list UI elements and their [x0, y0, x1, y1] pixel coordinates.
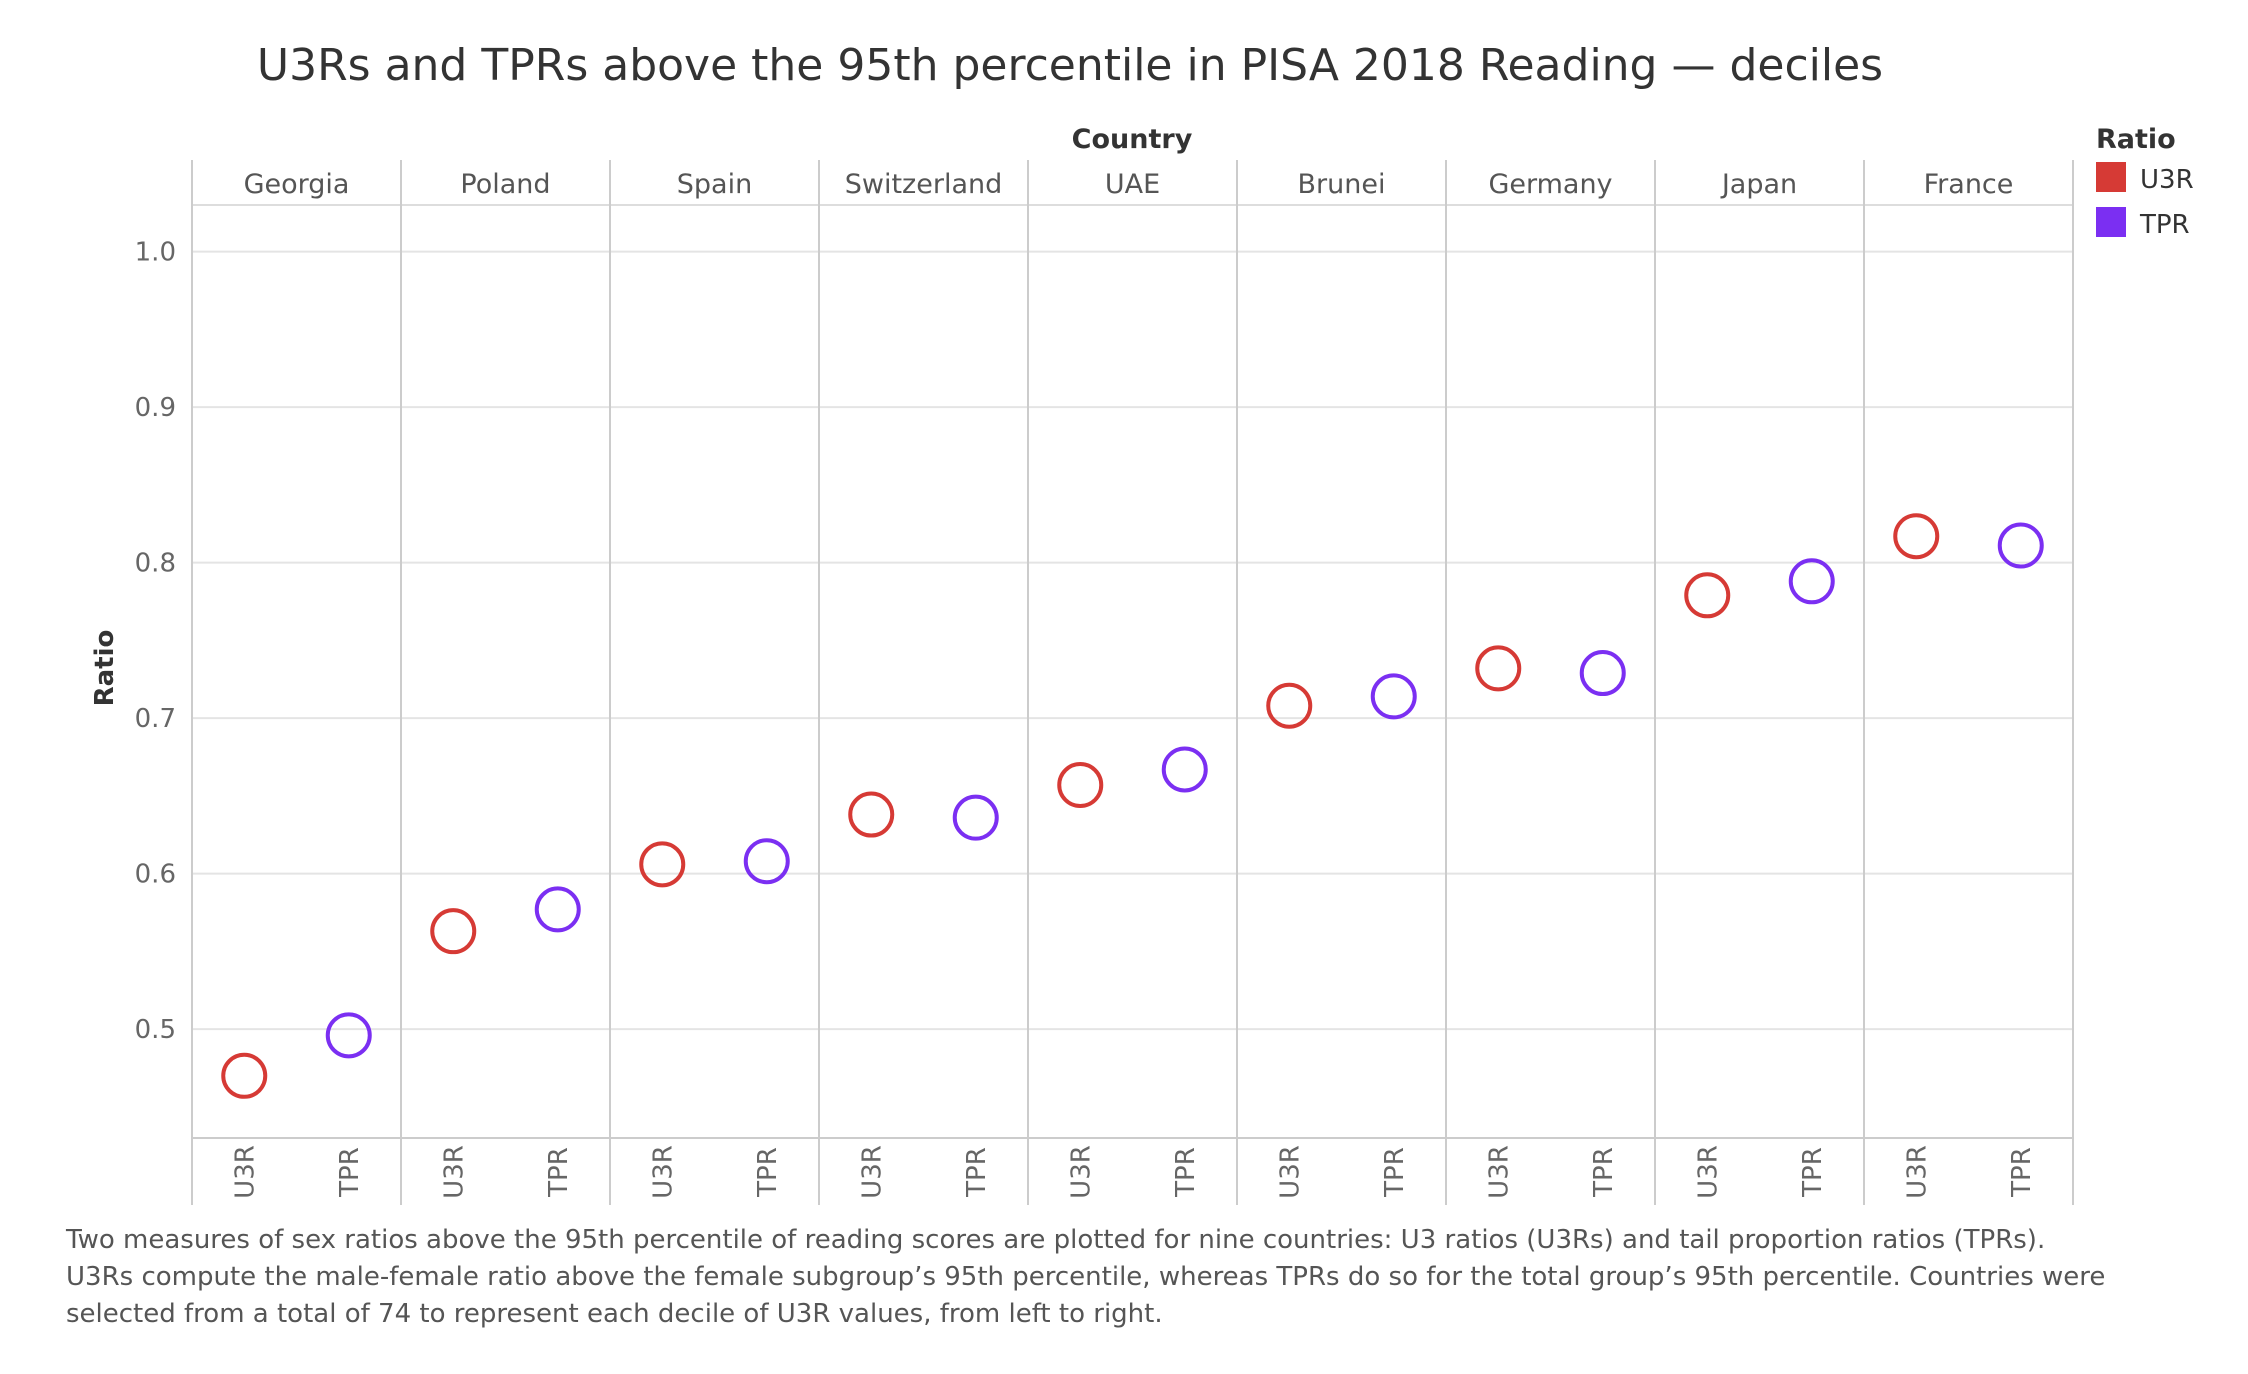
point-tpr-germany [1579, 650, 1626, 697]
point-tpr-switzerland [952, 794, 999, 841]
column-header: Country [1072, 124, 1193, 155]
point-tpr-france [1997, 522, 2044, 569]
country-header: Georgia [244, 169, 350, 200]
legend: Ratio U3R TPR [2096, 124, 2194, 240]
x-sub-label: U3R [1902, 1145, 1932, 1199]
country-header: Poland [460, 169, 550, 200]
x-sub-label: U3R [1484, 1145, 1514, 1199]
y-tick-label: 0.5 [135, 1015, 176, 1045]
y-tick-label: 0.6 [135, 860, 176, 890]
legend-label-u3r: U3R [2140, 165, 2194, 195]
point-tpr-uae [1161, 746, 1208, 793]
x-sub-label: TPR [1171, 1147, 1201, 1198]
y-tick-label: 0.8 [135, 549, 176, 579]
y-tick-label: 0.7 [135, 704, 176, 734]
point-u3r-georgia [221, 1052, 268, 1099]
y-tick-label: 1.0 [135, 238, 176, 268]
x-sub-label: U3R [1066, 1145, 1096, 1199]
point-u3r-brunei [1266, 682, 1313, 729]
x-sub-label: TPR [1589, 1147, 1619, 1198]
x-sub-label: TPR [335, 1147, 365, 1198]
x-sub-label: U3R [857, 1145, 887, 1199]
point-tpr-spain [743, 838, 790, 885]
point-u3r-japan [1684, 572, 1731, 619]
caption-line-1: Two measures of sex ratios above the 95t… [66, 1225, 2046, 1255]
point-tpr-georgia [325, 1012, 372, 1059]
x-sub-label: TPR [2007, 1147, 2037, 1198]
x-sub-label: TPR [544, 1147, 574, 1198]
chart-title: U3Rs and TPRs above the 95th percentile … [257, 40, 1883, 91]
caption-line-3: selected from a total of 74 to represent… [66, 1299, 1163, 1329]
x-sub-label: U3R [1275, 1145, 1305, 1199]
x-sub-label: U3R [439, 1145, 469, 1199]
legend-title: Ratio [2096, 124, 2176, 155]
country-header: Brunei [1298, 169, 1386, 200]
x-sub-label: TPR [1798, 1147, 1828, 1198]
legend-swatch-u3r [2096, 162, 2126, 192]
x-sub-label: TPR [753, 1147, 783, 1198]
caption-line-2: U3Rs compute the male-female ratio above… [66, 1262, 2106, 1292]
x-sub-label: TPR [962, 1147, 992, 1198]
country-header: Germany [1488, 169, 1612, 200]
x-sub-label: U3R [648, 1145, 678, 1199]
x-sub-label: TPR [1380, 1147, 1410, 1198]
country-header: UAE [1105, 169, 1160, 200]
caption: Two measures of sex ratios above the 95t… [66, 1222, 2166, 1333]
point-tpr-poland [534, 886, 581, 933]
y-tick-label: 0.9 [135, 393, 176, 423]
point-tpr-japan [1788, 558, 1835, 605]
x-sub-label: U3R [1693, 1145, 1723, 1199]
country-header: Japan [1720, 169, 1797, 200]
country-header: Spain [677, 169, 752, 200]
y-axis-label: Ratio [90, 630, 120, 707]
point-u3r-poland [430, 908, 477, 955]
point-u3r-switzerland [848, 791, 895, 838]
point-u3r-france [1893, 513, 1940, 560]
legend-swatch-tpr [2096, 207, 2126, 237]
point-u3r-spain [639, 841, 686, 888]
point-u3r-uae [1057, 762, 1104, 809]
country-header: France [1924, 169, 2014, 200]
plot-area: 0.5 0.6 0.7 0.8 0.9 1.0 Georgia U3R TPR Poland U3R… [135, 160, 2074, 1205]
x-sub-label: U3R [230, 1145, 260, 1199]
point-tpr-brunei [1370, 673, 1417, 720]
legend-label-tpr: TPR [2139, 210, 2190, 240]
point-u3r-germany [1475, 645, 1522, 692]
country-header: Switzerland [845, 169, 1003, 200]
